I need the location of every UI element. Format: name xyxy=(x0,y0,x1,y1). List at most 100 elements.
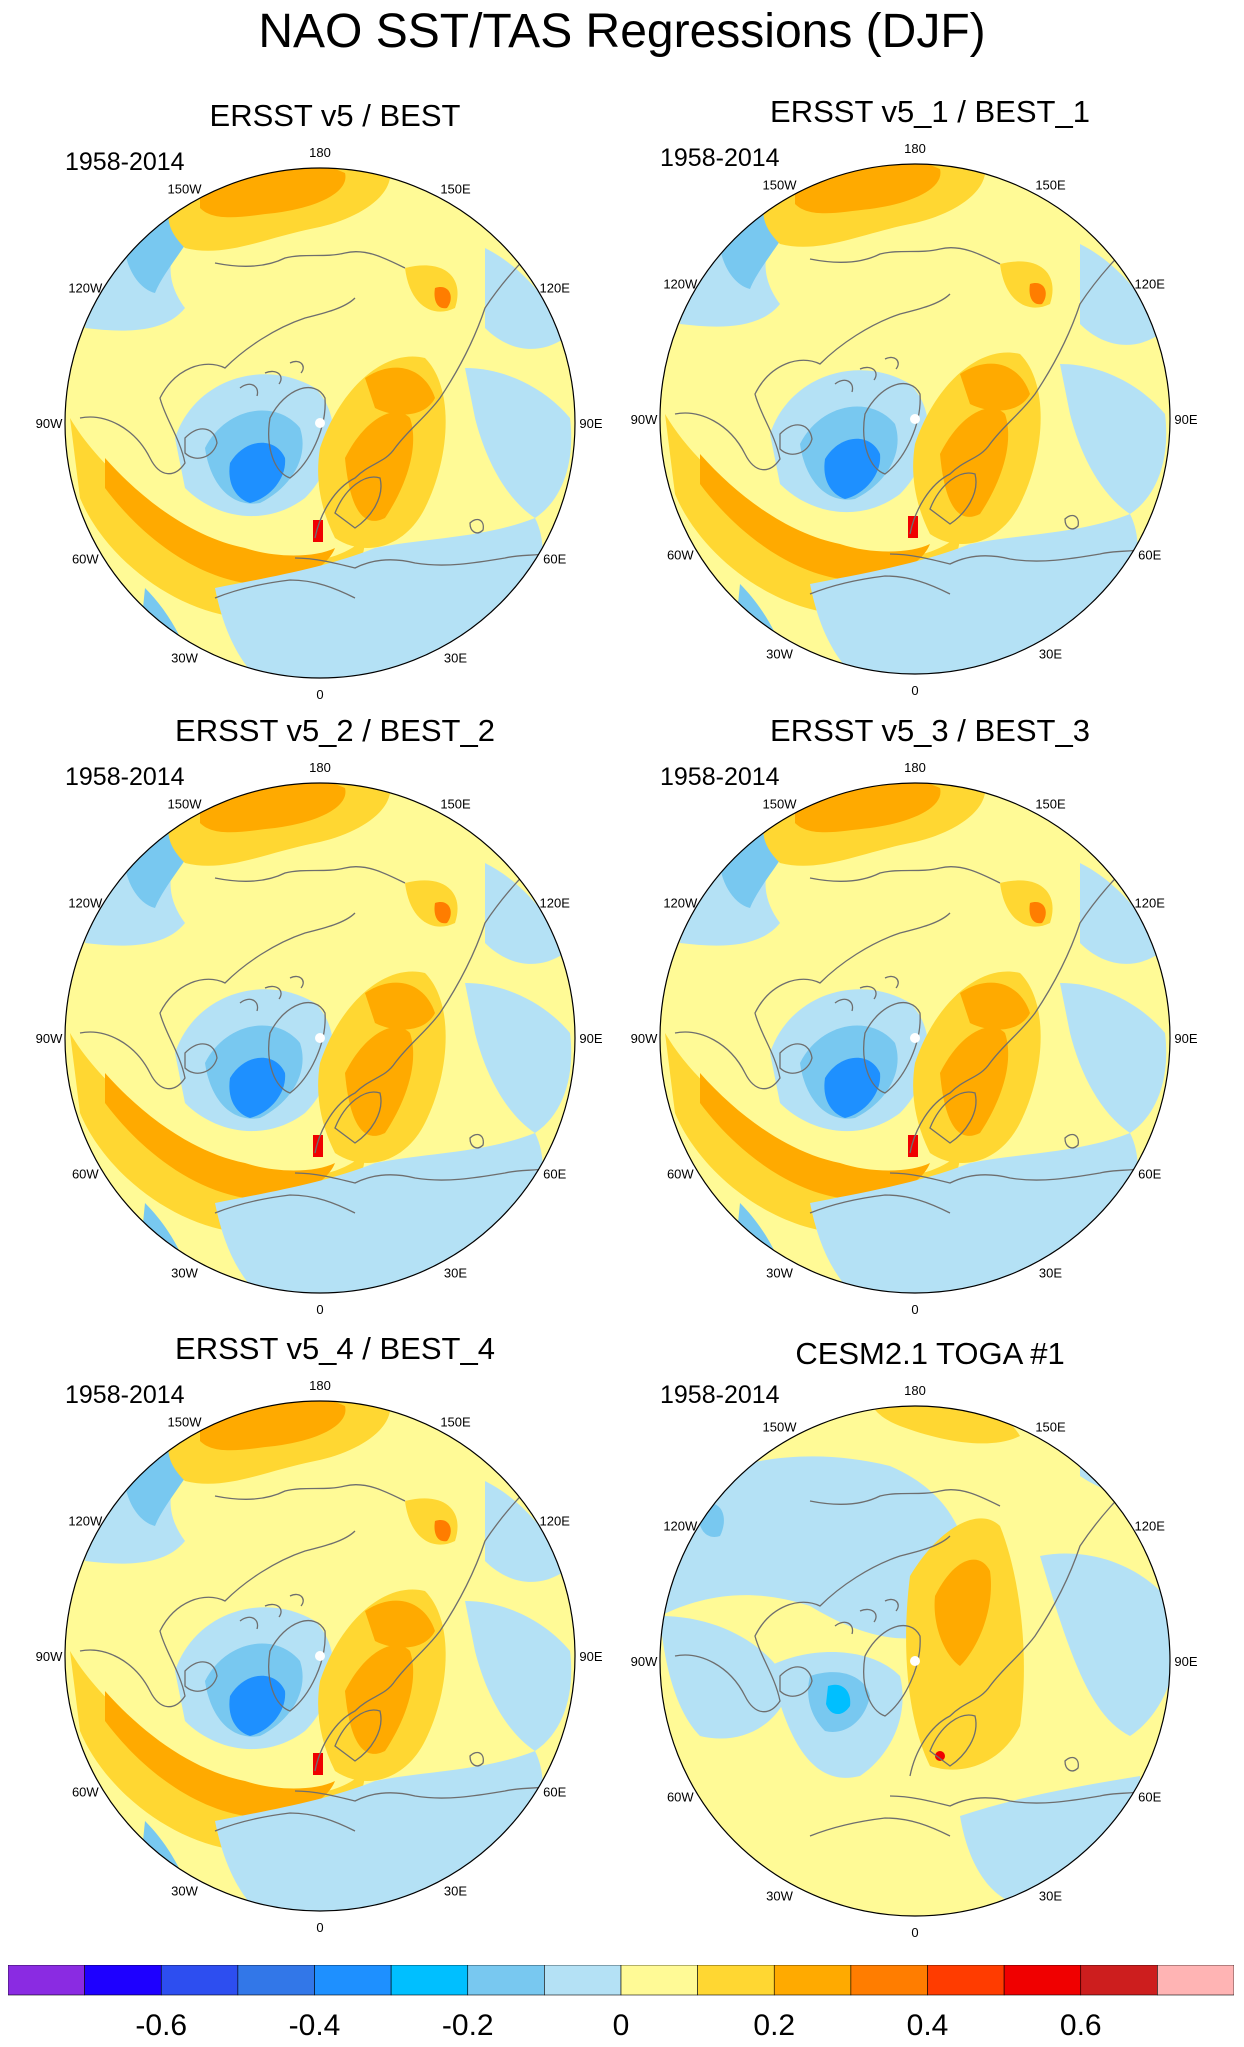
longitude-label: 120W xyxy=(68,281,103,296)
coastline xyxy=(863,1002,921,1094)
map-disc xyxy=(65,783,575,1293)
longitude-label: 30E xyxy=(1039,647,1062,662)
north-pole-marker xyxy=(315,1033,325,1043)
anomaly-max xyxy=(908,516,918,538)
coastline xyxy=(294,1780,566,1802)
colorbar-tick-label: -0.6 xyxy=(135,2009,187,2042)
coastline xyxy=(779,1043,813,1074)
colorbar-swatch xyxy=(314,1965,392,1996)
longitude-label: 90E xyxy=(1174,412,1197,427)
longitude-label: 60E xyxy=(1138,548,1161,563)
coastline xyxy=(214,866,406,884)
anomaly-negative xyxy=(465,983,572,1133)
longitude-label: 90E xyxy=(579,416,602,431)
anomaly-max xyxy=(313,1135,323,1157)
anomaly-positive xyxy=(365,982,435,1030)
anomaly-positive xyxy=(934,1559,991,1666)
map-frame xyxy=(64,782,576,1294)
panel-title: ERSST v5 / BEST xyxy=(209,98,461,133)
map-panel: CESM2.1 TOGA #1 1958-2014 180 150E 120E 90E… xyxy=(631,1336,1200,1941)
anomaly-positive xyxy=(345,1027,414,1136)
anomaly-negative xyxy=(660,1616,790,1739)
anomaly-positive xyxy=(345,1645,414,1754)
colorbar-swatch xyxy=(237,1965,315,1996)
colorbar-swatch xyxy=(927,1965,1005,1996)
coastline xyxy=(334,1709,382,1762)
polar-map: 180 150E 120E 90E 60E 30E 0 30W 60W 90W 120W 150W xyxy=(36,760,603,1317)
polar-map: 180 150E 120E 90E 60E 30E 0 30W 60W 90W 120W 150W xyxy=(631,760,1198,1317)
colorbar-swatch xyxy=(1003,1965,1082,1996)
anomaly-positive xyxy=(365,1600,435,1648)
longitude-label: 150E xyxy=(1035,796,1066,811)
longitude-label: 150W xyxy=(763,1419,798,1434)
longitude-label: 60W xyxy=(72,1785,99,1800)
map-frame xyxy=(659,1405,1171,1917)
longitude-label: 150W xyxy=(168,181,203,196)
longitude-label: 60W xyxy=(667,1790,694,1805)
colorbar-swatch xyxy=(773,1965,852,1996)
longitude-label: 120E xyxy=(1135,1519,1166,1534)
coastline xyxy=(1064,1133,1079,1149)
coastline xyxy=(779,424,813,455)
longitude-label: 90E xyxy=(1174,1654,1197,1669)
map-disc xyxy=(65,1401,575,1911)
longitude-label: 30E xyxy=(1039,1889,1062,1904)
longitude-label: 90W xyxy=(36,1031,63,1046)
coastline xyxy=(314,237,546,539)
longitude-label: 90W xyxy=(631,1031,658,1046)
longitude-label: 30W xyxy=(766,647,793,662)
anomaly-negative xyxy=(1080,863,1160,964)
longitude-label: 60E xyxy=(543,1167,566,1182)
longitude-label: 60W xyxy=(667,1167,694,1182)
coastline xyxy=(268,1002,326,1094)
panel-period: 1958-2014 xyxy=(65,148,185,176)
longitude-label: 0 xyxy=(316,687,323,702)
longitude-label: 0 xyxy=(911,1925,918,1940)
longitude-label: 180 xyxy=(904,760,926,775)
longitude-label: 60E xyxy=(1138,1167,1161,1182)
anomaly-positive xyxy=(940,1027,1009,1136)
longitude-label: 30W xyxy=(171,651,198,666)
coastline xyxy=(779,1666,813,1697)
longitude-label: 120W xyxy=(68,1514,103,1529)
colorbar-swatch xyxy=(1080,1965,1158,1996)
longitude-label: 90W xyxy=(631,412,658,427)
longitude-label: 120E xyxy=(1135,277,1166,292)
north-pole-marker xyxy=(315,1651,325,1661)
longitude-label: 60W xyxy=(72,1167,99,1182)
coastline xyxy=(809,1489,1001,1507)
anomaly-negative xyxy=(229,1675,286,1736)
anomaly-negative xyxy=(824,438,881,499)
longitude-label: 150E xyxy=(1035,177,1066,192)
colorbar-tick-label: -0.2 xyxy=(442,2009,494,2042)
north-pole-marker xyxy=(910,1656,920,1666)
polar-map: 180 150E 120E 90E 60E 30E 0 30W 60W 90W 120W 150W xyxy=(631,1383,1198,1940)
anomaly-negative xyxy=(824,1057,881,1118)
colorbar-tick-label: 0.4 xyxy=(907,2009,949,2042)
coastline xyxy=(184,1661,218,1692)
longitude-label: 60W xyxy=(667,548,694,563)
longitude-label: 180 xyxy=(309,145,331,160)
coastline xyxy=(889,1785,1161,1807)
colorbar-tick-label: -0.4 xyxy=(289,2009,341,2042)
coastline xyxy=(809,866,1001,884)
longitude-label: 150E xyxy=(440,181,471,196)
anomaly-positive xyxy=(1029,902,1046,924)
colorbar-swatch xyxy=(160,1965,239,1996)
polar-map: 180 150E 120E 90E 60E 30E 0 30W 60W 90W 120W 150W xyxy=(631,141,1198,698)
longitude-label: 60E xyxy=(543,552,566,567)
map-frame xyxy=(64,1400,576,1912)
anomaly-negative xyxy=(1040,1553,1170,1736)
anomaly-negative xyxy=(1060,983,1167,1133)
longitude-label: 0 xyxy=(316,1920,323,1935)
map-disc xyxy=(65,168,575,678)
coastline xyxy=(889,1162,1161,1184)
coastline xyxy=(834,1598,899,1635)
longitude-label: 30E xyxy=(444,1884,467,1899)
coastline xyxy=(834,975,899,1012)
longitude-label: 0 xyxy=(911,683,918,698)
longitude-label: 90W xyxy=(36,1649,63,1664)
longitude-label: 90W xyxy=(631,1654,658,1669)
longitude-label: 90E xyxy=(579,1031,602,1046)
longitude-label: 150E xyxy=(440,1414,471,1429)
